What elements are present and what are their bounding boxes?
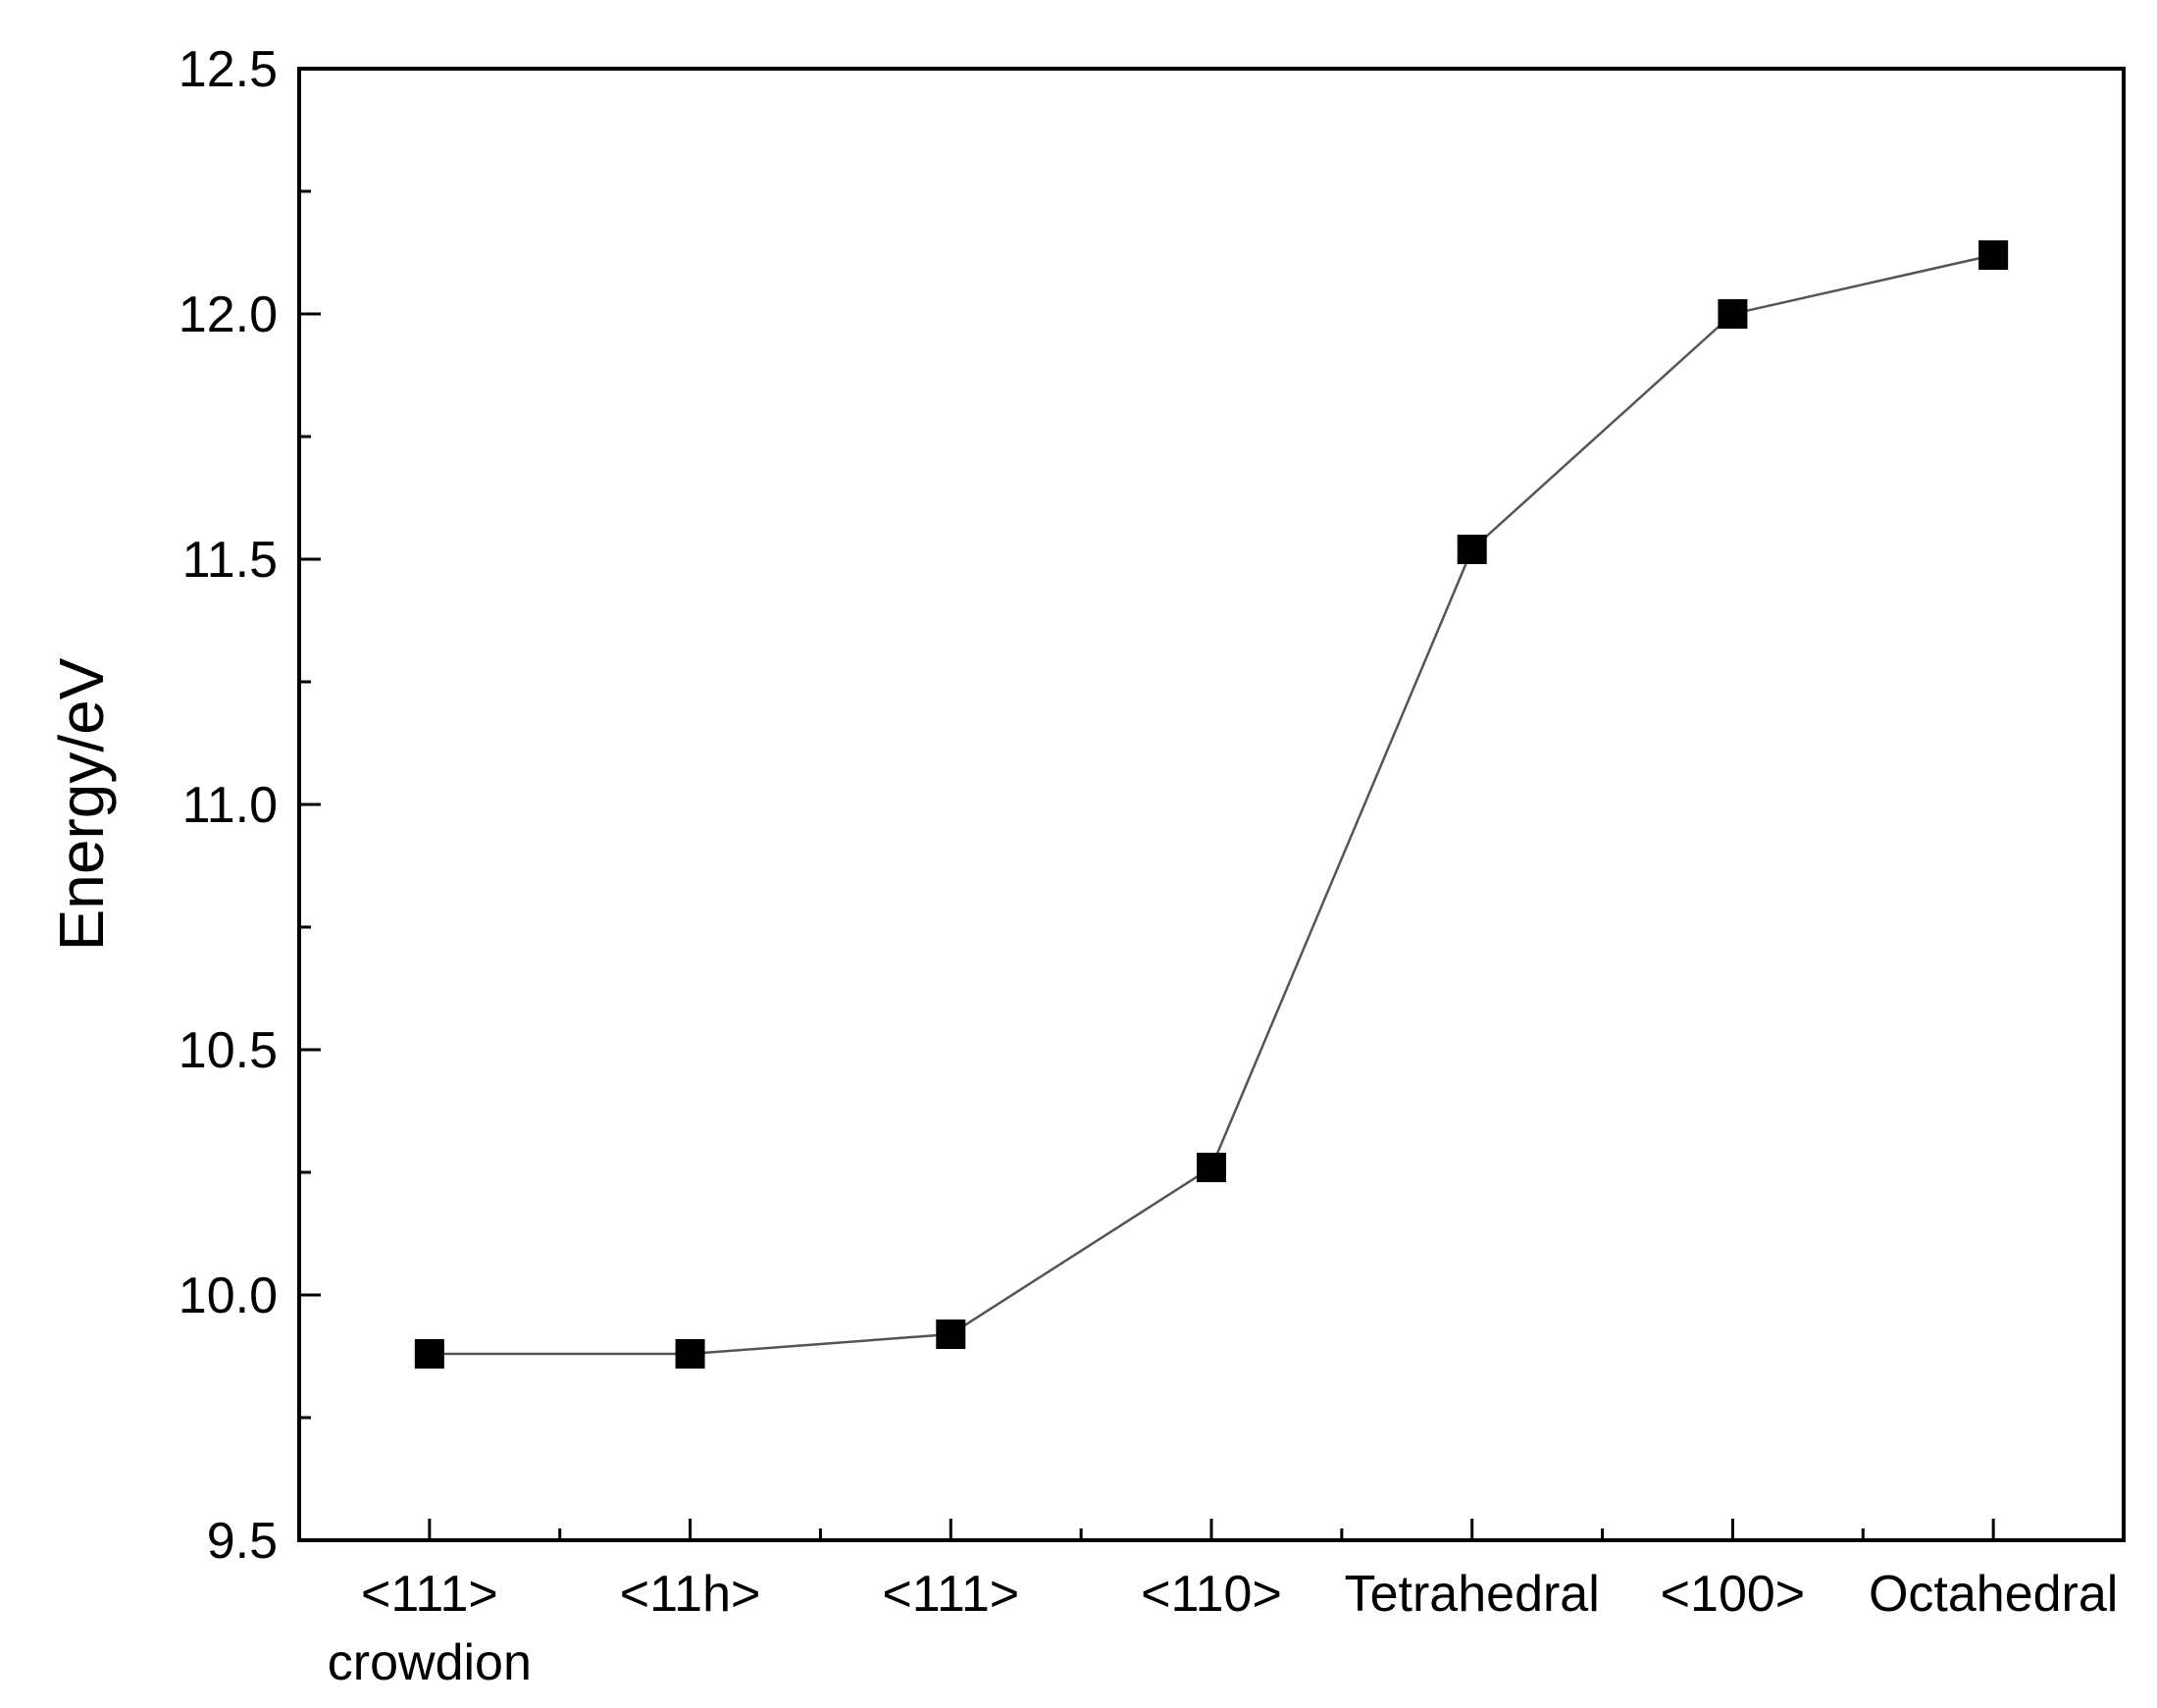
y-tick-label: 10.5 (179, 1022, 278, 1079)
x-tick-label: <111> crowdion (328, 1566, 532, 1691)
y-tick-label: 11.0 (182, 777, 278, 834)
data-point (675, 1339, 705, 1369)
x-tick-label: <111> (882, 1566, 1019, 1623)
x-tick-label: Octahedral (1869, 1566, 2118, 1623)
y-axis-ticks: 9.5 10.0 10.5 11.0 11.5 12.0 12.5 (179, 41, 321, 1570)
x-tick-label: Tetrahedral (1345, 1566, 1600, 1623)
y-tick-label: 11.5 (182, 532, 278, 589)
data-point (414, 1339, 444, 1369)
y-tick-label: 9.5 (207, 1513, 278, 1570)
y-tick-label: 10.0 (179, 1268, 278, 1324)
x-tick-label: <100> (1661, 1566, 1806, 1623)
series-line (429, 253, 1994, 1356)
y-tick-label: 12.0 (179, 286, 278, 343)
y-tick-label: 12.5 (179, 41, 278, 98)
data-point (1197, 1153, 1226, 1182)
data-point (1718, 299, 1748, 329)
x-tick-label: <11h> (620, 1566, 761, 1623)
plot-frame (297, 67, 2126, 1542)
y-axis-title: Energy/eV (46, 657, 117, 951)
x-axis-ticks: <111> crowdion <11h> <111> <110> Tetrahedral <… (328, 1519, 2118, 1691)
data-point (1978, 240, 2009, 270)
data-point (1457, 535, 1487, 564)
series-group (414, 240, 2009, 1369)
data-point (936, 1320, 966, 1349)
x-tick-label: <110> (1141, 1566, 1282, 1623)
